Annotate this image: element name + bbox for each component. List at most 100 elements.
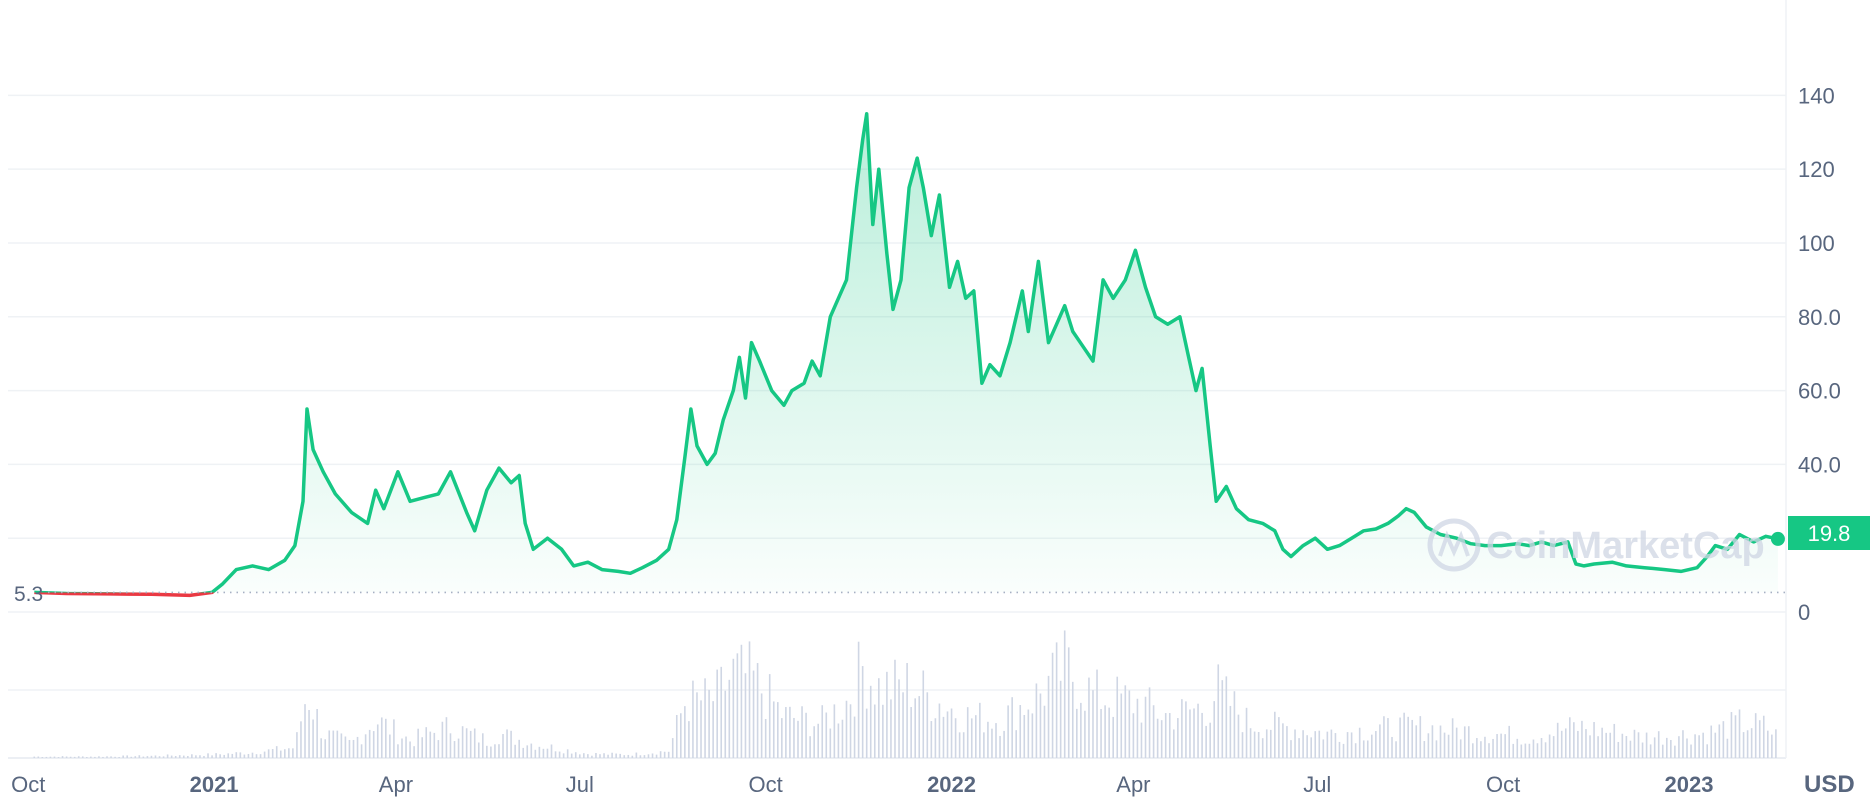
- volume-bar: [1480, 741, 1482, 758]
- volume-bar: [1362, 740, 1365, 758]
- volume-bar: [360, 744, 363, 758]
- volume-bar: [506, 729, 508, 758]
- volume-bar: [647, 754, 650, 758]
- volume-bar: [518, 739, 520, 758]
- volume-bar: [1540, 738, 1543, 758]
- volume-bar: [300, 721, 302, 758]
- y-tick-label: 40.0: [1798, 452, 1841, 477]
- volume-bar: [292, 748, 294, 758]
- volume-bar: [227, 753, 230, 758]
- volume-bar: [882, 704, 884, 758]
- volume-bar: [1516, 738, 1519, 758]
- x-tick-label: Apr: [1116, 772, 1150, 797]
- volume-bar: [684, 706, 686, 758]
- current-price-label: 19.8: [1808, 521, 1851, 546]
- volume-bar: [1310, 737, 1312, 758]
- volume-bar: [170, 755, 173, 758]
- volume-bar: [1686, 738, 1688, 758]
- volume-bar: [53, 756, 56, 758]
- volume-bar: [1435, 740, 1438, 758]
- volume-bar: [352, 739, 355, 758]
- volume-bar: [680, 713, 682, 758]
- x-tick-label: Oct: [1486, 772, 1520, 797]
- volume-bar: [477, 742, 480, 758]
- volume-bar: [1548, 734, 1551, 758]
- volume-bar: [546, 748, 549, 758]
- volume-bar: [772, 701, 775, 758]
- volume-bar: [348, 739, 351, 758]
- volume-bar: [1132, 713, 1135, 758]
- volume-bar: [619, 753, 621, 758]
- volume-bar: [502, 734, 504, 758]
- volume-bar: [1661, 744, 1664, 758]
- y-tick-label: 80.0: [1798, 305, 1841, 330]
- volume-bar: [494, 744, 496, 758]
- volume-bar: [1274, 711, 1276, 758]
- volume-bar: [1443, 732, 1446, 758]
- volume-bar: [1084, 710, 1086, 758]
- volume-bar: [1379, 724, 1381, 758]
- volume-bar: [1649, 744, 1652, 758]
- volume-bar: [1564, 728, 1567, 758]
- volume-bar: [397, 744, 399, 758]
- volume-bar: [1629, 740, 1632, 758]
- x-tick-label: 2023: [1665, 772, 1714, 797]
- volume-bar: [958, 732, 961, 758]
- volume-bar: [1076, 708, 1078, 758]
- volume-bar: [1160, 720, 1163, 758]
- volume-bar: [336, 730, 339, 758]
- volume-bar: [1346, 732, 1349, 758]
- volume-bar: [910, 707, 912, 758]
- volume-bar: [498, 744, 500, 758]
- volume-bar: [1597, 736, 1599, 758]
- volume-bar: [1399, 717, 1401, 758]
- volume-bar: [45, 756, 48, 758]
- x-tick-label: Oct: [749, 772, 783, 797]
- volume-bar: [385, 718, 387, 758]
- volume-bar: [1015, 730, 1018, 758]
- volume-bar: [1282, 723, 1284, 758]
- volume-bar: [1217, 664, 1220, 758]
- volume-bar: [1116, 676, 1119, 758]
- volume-bar: [158, 756, 161, 758]
- volume-bar: [1213, 701, 1216, 758]
- volume-bar: [1775, 729, 1777, 758]
- volume-bar: [587, 754, 589, 758]
- volume-bar: [639, 755, 642, 758]
- volume-bar: [1156, 718, 1159, 758]
- volume-bar: [1670, 739, 1672, 758]
- volume-bar: [724, 690, 727, 758]
- volume-bar: [538, 746, 541, 758]
- volume-bar: [793, 717, 795, 758]
- volume-bar: [667, 751, 670, 758]
- volume-bar: [1459, 739, 1462, 758]
- volume-bar: [195, 755, 197, 758]
- volume-bar: [1560, 730, 1563, 758]
- volume-bar: [1241, 732, 1244, 758]
- volume-bar: [1035, 683, 1038, 758]
- volume-bar: [813, 726, 815, 758]
- volume-bar: [631, 755, 634, 758]
- volume-bar: [732, 658, 735, 758]
- volume-bar: [57, 757, 60, 758]
- volume-bar: [207, 753, 209, 758]
- volume-bar: [332, 730, 335, 758]
- volume-bar: [1492, 738, 1494, 758]
- volume-bar: [199, 755, 201, 758]
- volume-bar: [1318, 730, 1321, 758]
- volume-bar: [1096, 669, 1098, 758]
- volume-bar: [938, 703, 941, 758]
- volume-bar: [857, 641, 860, 758]
- volume-bar: [599, 754, 601, 758]
- volume-bar: [126, 755, 129, 758]
- volume-bar: [1326, 731, 1329, 758]
- volume-bar: [1617, 741, 1620, 758]
- volume-bar: [1007, 705, 1009, 758]
- volume-bar: [801, 706, 803, 758]
- volume-bar: [1415, 725, 1418, 758]
- volume-bar: [817, 723, 820, 758]
- volume-bar: [1750, 728, 1753, 758]
- volume-bar: [457, 738, 460, 758]
- watermark: CoinMarketCap: [1427, 518, 1765, 572]
